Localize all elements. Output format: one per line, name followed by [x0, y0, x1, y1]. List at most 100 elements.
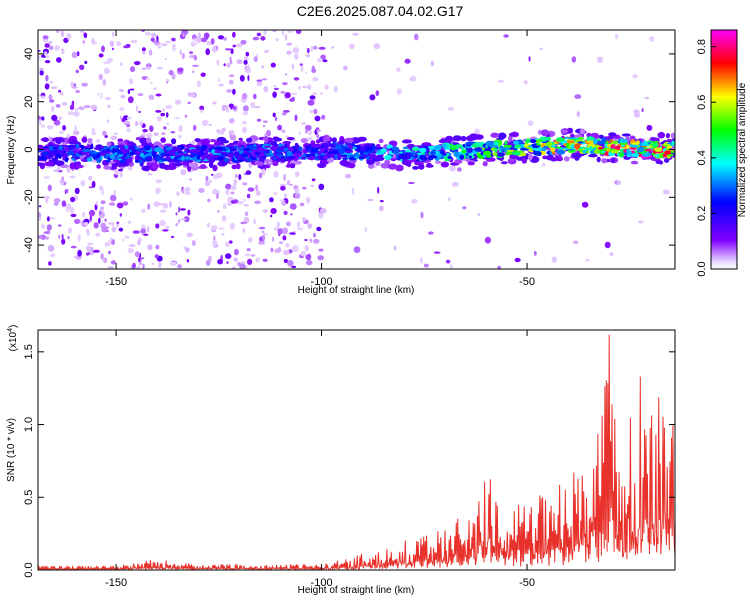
noise-speck	[99, 210, 102, 215]
noise-speck	[641, 108, 644, 113]
noise-speck	[82, 40, 86, 44]
ridge-halo	[339, 136, 345, 141]
ridge-halo	[331, 137, 337, 143]
noise-speck	[178, 125, 183, 133]
ridge-cell	[318, 153, 327, 156]
noise-speck	[396, 88, 402, 95]
noise-speck	[50, 86, 58, 90]
noise-speck	[244, 253, 251, 257]
noise-speck	[120, 94, 126, 99]
ridge-cell	[537, 147, 542, 152]
ridge-cell	[314, 157, 319, 161]
ridge-halo	[256, 161, 265, 166]
ridge-cell	[151, 151, 157, 157]
noise-speck	[196, 80, 201, 88]
ridge-cell	[117, 158, 122, 161]
noise-speck	[92, 41, 97, 45]
noise-speck	[190, 42, 198, 46]
noise-speck	[77, 249, 82, 257]
noise-speck	[38, 94, 42, 97]
ridge-cell	[164, 156, 172, 160]
ridge-cell	[365, 145, 374, 151]
noise-speck	[287, 30, 294, 34]
noise-speck	[233, 179, 238, 184]
ridge-cell	[598, 140, 606, 145]
noise-speck	[228, 103, 234, 108]
noise-speck	[70, 196, 76, 203]
noise-speck	[232, 31, 236, 38]
noise-speck	[116, 223, 120, 228]
noise-speck	[281, 30, 285, 36]
noise-speck	[322, 59, 328, 63]
noise-speck	[156, 116, 163, 122]
spectrogram-x-label: Height of straight line (km)	[298, 285, 415, 296]
noise-speck	[58, 116, 62, 120]
ridge-halo	[508, 132, 519, 137]
ridge-halo	[208, 161, 214, 169]
ridge-cell	[265, 149, 270, 154]
noise-speck	[171, 44, 177, 47]
noise-speck	[73, 111, 80, 117]
ridge-cell	[38, 144, 44, 150]
noise-speck	[59, 91, 64, 96]
ridge-cell	[200, 149, 205, 154]
noise-speck	[50, 105, 55, 112]
noise-speck	[155, 93, 162, 97]
ridge-cell	[208, 148, 213, 151]
ridge-cell	[344, 150, 352, 154]
ridge-cell	[254, 151, 261, 155]
noise-speck	[69, 175, 76, 179]
ridge-cell	[514, 144, 521, 149]
noise-speck	[102, 79, 107, 86]
noise-speck	[198, 188, 205, 193]
noise-speck	[84, 221, 88, 226]
noise-speck	[207, 198, 211, 203]
noise-speck	[186, 259, 190, 263]
noise-speck	[109, 202, 116, 206]
noise-speck	[156, 66, 164, 70]
ridge-cell	[283, 147, 289, 152]
noise-speck	[153, 201, 160, 207]
ridge-cell	[104, 145, 109, 150]
ridge-halo	[405, 162, 411, 167]
ridge-halo	[200, 138, 211, 146]
noise-speck	[298, 86, 301, 90]
ridge-cell	[342, 154, 348, 158]
ridge-cell	[380, 148, 387, 154]
ridge-halo	[435, 160, 442, 164]
ridge-halo	[235, 163, 241, 170]
noise-speck	[122, 201, 129, 206]
ridge-cell	[138, 158, 143, 164]
noise-speck	[263, 30, 267, 36]
noise-speck	[85, 245, 91, 252]
ridge-halo	[440, 161, 450, 168]
ridge-cell	[181, 155, 185, 161]
noise-speck	[201, 119, 209, 127]
noise-speck	[229, 134, 236, 141]
noise-speck	[283, 259, 288, 263]
noise-speck	[298, 131, 301, 136]
ridge-cell	[38, 156, 42, 162]
noise-speck	[126, 128, 131, 132]
y-tick-label: 1.0	[23, 417, 35, 432]
ridge-cell	[556, 149, 566, 155]
noise-speck	[662, 189, 670, 195]
noise-speck	[616, 180, 621, 185]
noise-speck	[243, 198, 246, 202]
ridge-halo	[141, 165, 151, 171]
ridge-cell	[640, 142, 647, 147]
noise-speck	[206, 41, 212, 46]
noise-speck	[42, 35, 49, 40]
ridge-halo	[264, 136, 269, 144]
noise-speck	[44, 83, 50, 90]
ridge-cell	[334, 153, 339, 160]
ridge-cell	[129, 151, 135, 156]
ridge-cell	[310, 147, 319, 153]
ridge-cell	[530, 139, 537, 144]
ridge-halo	[273, 137, 283, 142]
noise-speck	[283, 110, 290, 113]
noise-speck	[154, 43, 161, 46]
noise-speck	[533, 250, 537, 256]
noise-speck	[55, 104, 61, 108]
ridge-halo	[264, 159, 270, 163]
